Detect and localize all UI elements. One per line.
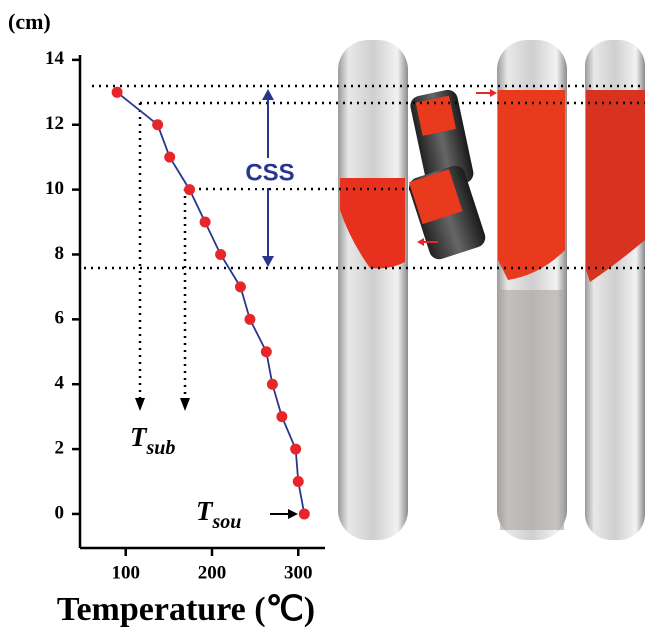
x-axis-label: Temperature (℃) xyxy=(57,591,315,628)
t-sou-sub: sou xyxy=(212,511,242,533)
t-sub-main: T xyxy=(130,422,148,452)
y-tick-label: 14 xyxy=(45,48,65,69)
y-axis-label: (cm) xyxy=(8,9,51,34)
y-tick-label: 2 xyxy=(55,437,65,458)
chart: CSS Tsub Tsou (cm) Temperature (℃) 0 2 4 6 8… xyxy=(0,0,645,633)
y-tick-label: 0 xyxy=(55,502,65,523)
y-tick-label: 6 xyxy=(55,308,65,329)
data-point xyxy=(164,152,175,163)
t-sou-label: Tsou xyxy=(196,496,241,533)
data-point xyxy=(299,508,310,519)
data-point xyxy=(152,119,163,130)
data-point xyxy=(235,281,246,292)
photo xyxy=(338,40,645,540)
y-tick-label: 4 xyxy=(55,373,65,394)
data-point xyxy=(200,217,211,228)
data-point xyxy=(267,379,278,390)
x-tick-label: 100 xyxy=(111,562,140,583)
x-tick-label: 200 xyxy=(198,562,227,583)
data-point xyxy=(261,346,272,357)
data-point xyxy=(184,184,195,195)
data-point xyxy=(112,87,123,98)
y-tick-label: 12 xyxy=(45,113,64,134)
t-sub-label: Tsub xyxy=(130,422,175,459)
t-sub-sub: sub xyxy=(146,437,176,459)
data-point xyxy=(293,476,304,487)
x-tick-label: 300 xyxy=(284,562,313,583)
data-point xyxy=(244,314,255,325)
data-point xyxy=(276,411,287,422)
t-sou-main: T xyxy=(196,496,214,526)
y-tick-label: 8 xyxy=(55,243,65,264)
css-label: CSS xyxy=(245,159,294,186)
data-point xyxy=(290,444,301,455)
data-point xyxy=(215,249,226,260)
y-tick-label: 10 xyxy=(45,178,64,199)
